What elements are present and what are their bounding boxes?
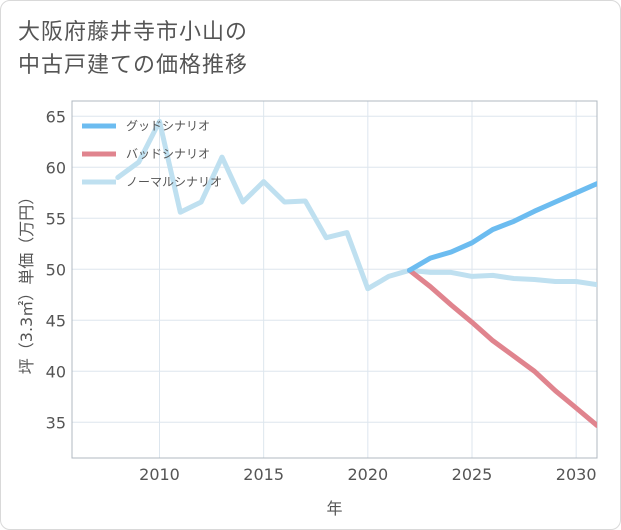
x-tick-label: 2030 — [556, 465, 597, 484]
legend-label-0: グッドシナリオ — [126, 119, 210, 133]
y-tick-label: 40 — [46, 362, 66, 381]
y-axis-label: 坪（3.3㎡）単価（万円） — [17, 189, 36, 374]
y-tick-label: 55 — [46, 209, 66, 228]
y-tick-label: 45 — [46, 311, 66, 330]
series-line-1 — [407, 267, 597, 428]
y-tick-label: 60 — [46, 158, 66, 177]
y-tick-label: 35 — [46, 413, 66, 432]
y-tick-label: 50 — [46, 260, 66, 279]
x-axis-label: 年 — [326, 499, 342, 518]
x-tick-label: 2010 — [139, 465, 180, 484]
y-tick-label: 65 — [46, 107, 66, 126]
x-tick-label: 2020 — [347, 465, 388, 484]
legend-label-1: バッドシナリオ — [126, 147, 210, 161]
x-tick-label: 2015 — [243, 465, 284, 484]
legend-label-2: ノーマルシナリオ — [126, 175, 222, 189]
plot-frame — [71, 100, 598, 459]
chart-title-line2: 中古戸建ての価格推移 — [18, 53, 249, 78]
chart-title: 大阪府藤井寺市小山の 中古戸建ての価格推移 — [18, 16, 248, 82]
x-tick-label: 2025 — [452, 465, 493, 484]
chart-title-line1: 大阪府藤井寺市小山の — [18, 20, 249, 45]
series-line-2 — [115, 118, 597, 292]
series-line-0 — [407, 181, 597, 273]
